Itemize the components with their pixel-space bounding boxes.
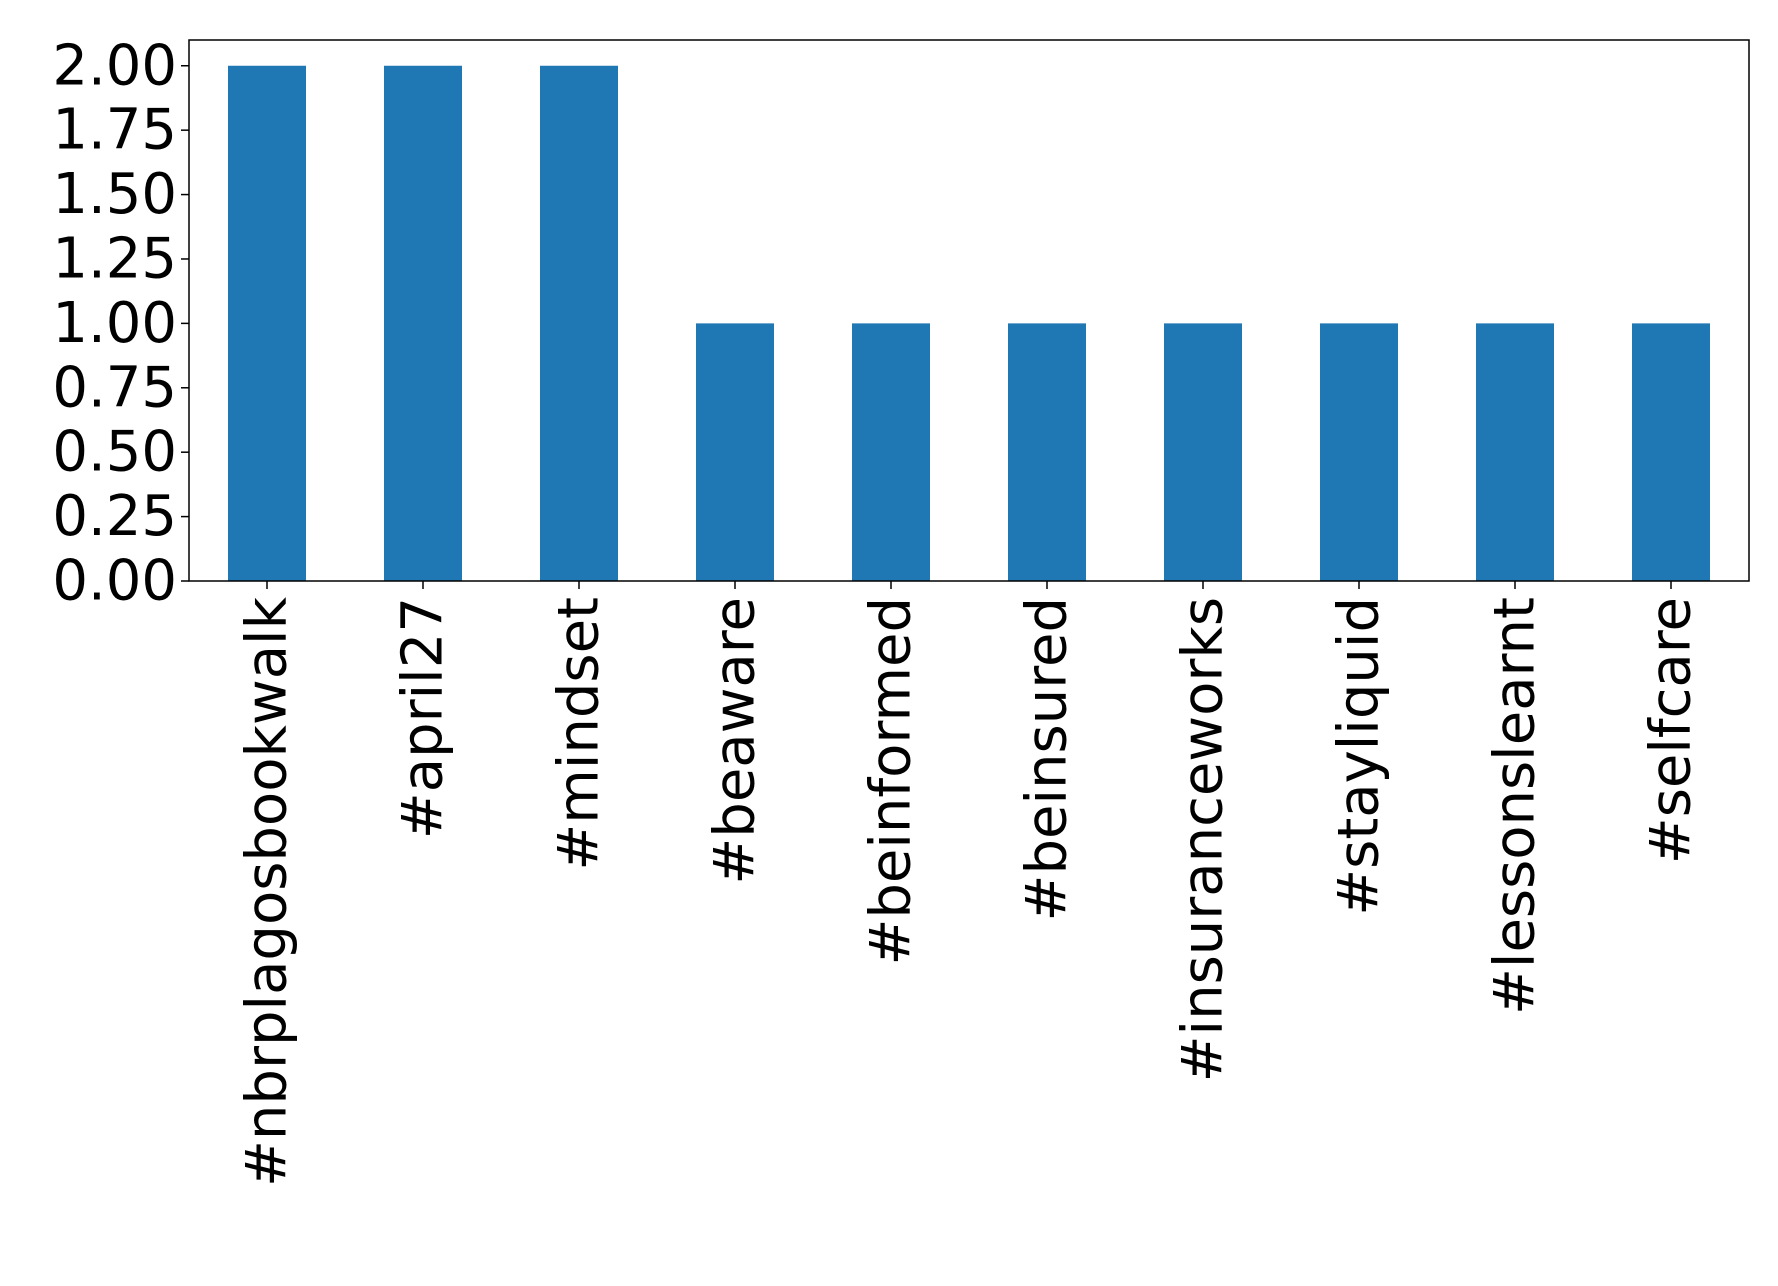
bar — [696, 323, 774, 581]
y-tick-label: 0.00 — [52, 549, 177, 614]
bar — [540, 65, 618, 581]
y-tick-label: 0.75 — [52, 355, 177, 420]
x-tick-label: #lessonslearnt — [1483, 597, 1548, 1015]
x-axis: #nbrplagosbookwalk #april27 #mindset #beawa… — [235, 581, 1704, 1187]
x-tick-label: #april27 — [391, 597, 456, 839]
bar — [384, 65, 462, 581]
y-axis: 0.000.250.500.751.001.251.501.752.00 — [52, 33, 189, 614]
bar — [1476, 323, 1554, 581]
y-tick-label: 1.00 — [52, 291, 177, 356]
x-tick-label: #beaware — [703, 597, 768, 885]
y-tick-label: 0.50 — [52, 420, 177, 485]
y-tick-label: 1.75 — [52, 98, 177, 163]
bar — [1632, 323, 1710, 581]
bar — [1320, 323, 1398, 581]
x-tick-label: #beinsured — [1015, 597, 1080, 921]
bar — [228, 65, 306, 581]
y-tick-label: 1.50 — [52, 162, 177, 227]
bars-group — [228, 65, 1710, 581]
y-tick-label: 2.00 — [52, 33, 177, 98]
bar — [852, 323, 930, 581]
x-tick-label: #stayliquid — [1327, 597, 1392, 916]
x-tick-label: #mindset — [547, 597, 612, 871]
x-tick-label: #beinformed — [859, 597, 924, 966]
x-tick-label: #selfcare — [1639, 597, 1704, 864]
y-tick-label: 0.25 — [52, 484, 177, 549]
bar — [1008, 323, 1086, 581]
x-tick-label: #nbrplagosbookwalk — [235, 596, 300, 1187]
x-tick-label: #insuranceworks — [1171, 597, 1236, 1082]
bar — [1164, 323, 1242, 581]
y-tick-label: 1.25 — [52, 226, 177, 291]
plot-frame — [188, 39, 1750, 582]
